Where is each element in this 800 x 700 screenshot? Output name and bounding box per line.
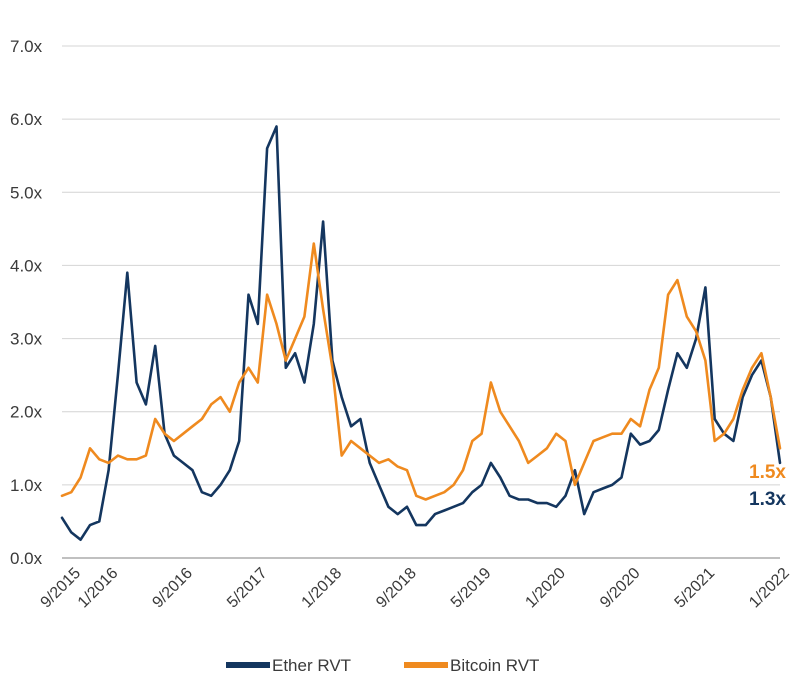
bitcoin-rvt-line xyxy=(60,242,782,501)
ether-rvt-line xyxy=(60,125,782,541)
y-tick-label: 0.0x xyxy=(10,549,43,568)
x-tick-label: 9/2015 xyxy=(38,565,85,612)
x-tick-label: 1/2020 xyxy=(522,565,569,612)
x-tick-label: 5/2021 xyxy=(672,565,719,612)
ether-rvt-legend-label: Ether RVT xyxy=(272,656,351,675)
x-tick-label: 9/2018 xyxy=(373,565,420,612)
y-tick-label: 2.0x xyxy=(10,403,43,422)
y-axis-ticks: 0.0x 1.0x 2.0x 3.0x 4.0x 5.0x 6.0x 7.0x xyxy=(10,37,43,568)
legend: Ether RVT Bitcoin RVT xyxy=(226,656,539,675)
x-tick-label: 1/2022 xyxy=(746,565,793,612)
y-tick-label: 6.0x xyxy=(10,110,43,129)
y-tick-label: 7.0x xyxy=(10,37,43,56)
bitcoin-rvt-legend-label: Bitcoin RVT xyxy=(450,656,539,675)
y-tick-label: 5.0x xyxy=(10,183,43,202)
series-lines xyxy=(60,125,782,541)
x-tick-label: 1/2018 xyxy=(299,565,346,612)
end-value-labels: 1.3x 1.5x xyxy=(749,462,786,510)
y-tick-label: 1.0x xyxy=(10,476,43,495)
x-tick-label: 9/2016 xyxy=(149,565,196,612)
bitcoin-rvt-end-label: 1.5x xyxy=(749,462,786,483)
x-tick-label: 1/2016 xyxy=(75,565,122,612)
ether-rvt-end-label: 1.3x xyxy=(749,489,786,510)
y-tick-label: 3.0x xyxy=(10,330,43,349)
x-tick-label: 5/2019 xyxy=(448,565,495,612)
grid-lines xyxy=(62,45,780,559)
y-tick-label: 4.0x xyxy=(10,256,43,275)
x-tick-label: 9/2020 xyxy=(597,565,644,612)
x-tick-label: 5/2017 xyxy=(224,565,271,612)
